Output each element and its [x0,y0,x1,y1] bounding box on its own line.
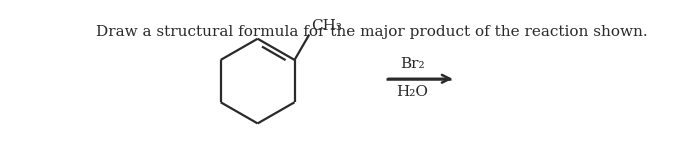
Text: CH₃: CH₃ [312,19,342,33]
Text: H₂O: H₂O [397,85,429,99]
Text: Draw a structural formula for the major product of the reaction shown.: Draw a structural formula for the major … [96,25,648,39]
Text: Br₂: Br₂ [400,57,425,71]
